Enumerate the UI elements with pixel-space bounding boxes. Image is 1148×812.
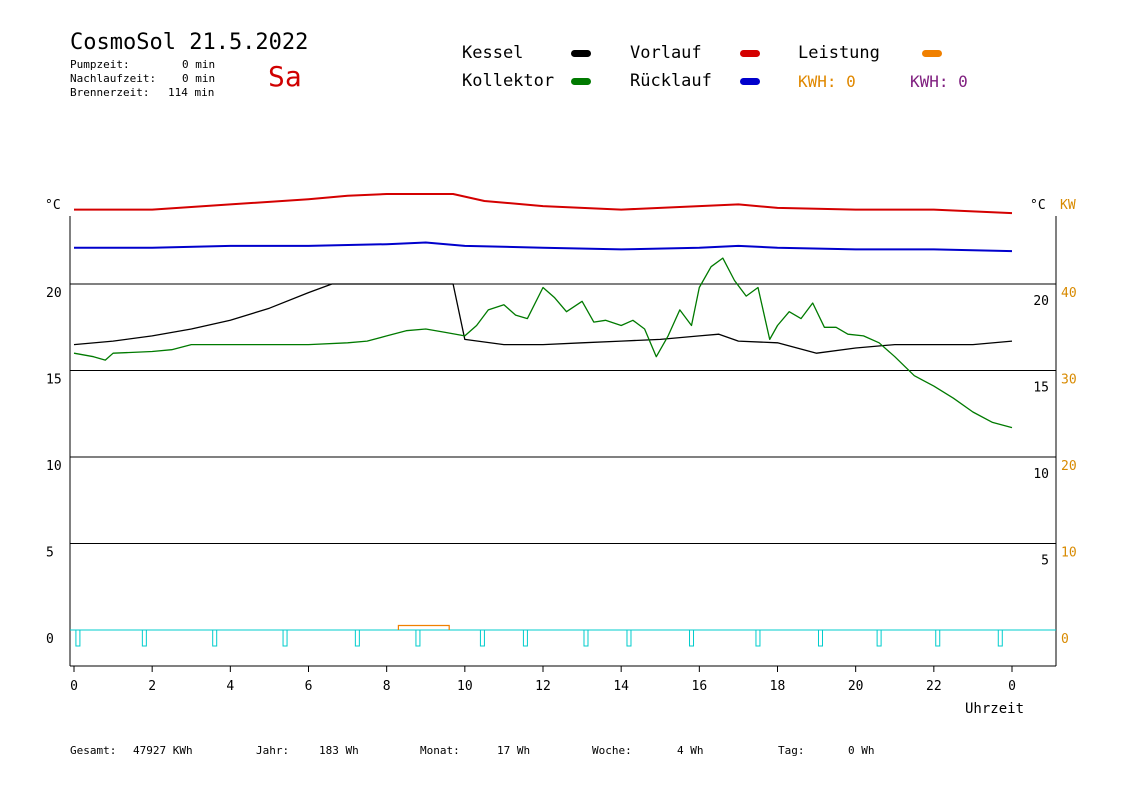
footer-label: Jahr: [256,744,290,757]
x-tick-label: 0 [70,679,78,694]
footer-label: Gesamt: [70,744,117,757]
legend-kessel: Kessel [462,43,524,63]
footer-value: 4 Wh [677,744,704,757]
y-tick-label-power: 20 [1061,459,1077,474]
x-tick-label: 8 [383,679,391,694]
x-tick-label: 14 [613,679,629,694]
y-tick-label-right: 20 [1033,294,1049,309]
x-tick-label: 18 [770,679,786,694]
weekday-label: Sa [268,60,302,93]
x-tick-label: 20 [848,679,864,694]
footer-value: 183 Wh [319,744,359,757]
kwh-total-2: KWH: 0 [910,72,968,91]
y-tick-label-left: 0 [46,632,54,647]
stat-value: 0 min [182,72,216,85]
y-axis-unit-left: °C [45,198,61,213]
y-tick-label-power: 30 [1061,373,1077,388]
stat-label: Nachlaufzeit: [70,72,157,85]
pump-pulse [997,629,1003,647]
y-tick-label-left: 5 [46,546,54,561]
y-tick-label-left: 10 [46,459,62,474]
legend-leistung: Leistung [798,43,880,63]
x-tick-label: 4 [226,679,234,694]
stat-value: 0 min [182,58,216,71]
footer-label: Woche: [592,744,632,757]
kwh-total-1: KWH: 0 [798,72,856,91]
stat-value: 114 min [168,86,215,99]
pump-pulse [876,629,882,647]
footer-value: 47927 KWh [133,744,193,757]
y-axis-unit-right: °C [1030,198,1046,213]
y-tick-label-left: 20 [46,286,62,301]
pump-pulse [522,629,528,647]
series-ruecklauf [74,241,1013,253]
y-tick-label-right: 15 [1033,381,1049,396]
stat-label: Pumpzeit: [70,58,130,71]
pump-pulse [75,629,81,647]
legend-kollektor: Kollektor [462,71,555,91]
page-title: CosmoSol 21.5.2022 [70,30,309,55]
series-leistung [397,624,450,630]
footer-label: Monat: [420,744,460,757]
pump-pulse [626,629,632,647]
legend-swatch-kessel [571,50,591,57]
legend-vorlauf: Vorlauf [630,43,702,63]
y-tick-label-left: 15 [46,373,62,388]
pump-pulse [817,629,823,647]
legend-swatch-vorlauf [740,50,760,57]
pump-pulse [354,629,360,647]
stat-label: Brennerzeit: [70,86,150,99]
pump-pulse [689,629,695,647]
x-tick-label: 22 [926,679,942,694]
y-tick-label-power: 0 [1061,632,1069,647]
pump-pulse [583,629,589,647]
pump-pulse [479,629,485,647]
x-tick-label: 16 [692,679,708,694]
footer-value: 0 Wh [848,744,875,757]
pump-pulse [415,629,421,647]
y-tick-label-power: 10 [1061,546,1077,561]
legend-ruecklauf: Rücklauf [630,71,712,91]
series-vorlauf [74,193,1013,215]
pump-pulse [935,629,941,647]
footer-value: 17 Wh [497,744,531,757]
y-tick-label-right: 5 [1041,554,1049,569]
x-axis-label: Uhrzeit [965,701,1025,717]
x-tick-label: 12 [535,679,551,694]
x-tick-label: 6 [305,679,313,694]
x-tick-label: 10 [457,679,473,694]
y-axis-unit-power: KW [1060,198,1076,213]
x-tick-label: 0 [1008,679,1016,694]
pump-pulse [141,629,147,647]
pump-pulse [282,629,288,647]
footer-label: Tag: [778,744,805,757]
legend-swatch-kollektor [571,78,591,85]
series-kessel [73,283,1013,354]
y-tick-label-right: 10 [1033,467,1049,482]
x-tick-label: 2 [148,679,156,694]
legend-swatch-ruecklauf [740,78,760,85]
legend-swatch-leistung [922,50,942,57]
pump-pulse [212,629,218,647]
pump-pulse [755,629,761,647]
series-kollektor [73,257,1013,429]
y-tick-label-power: 40 [1061,286,1077,301]
